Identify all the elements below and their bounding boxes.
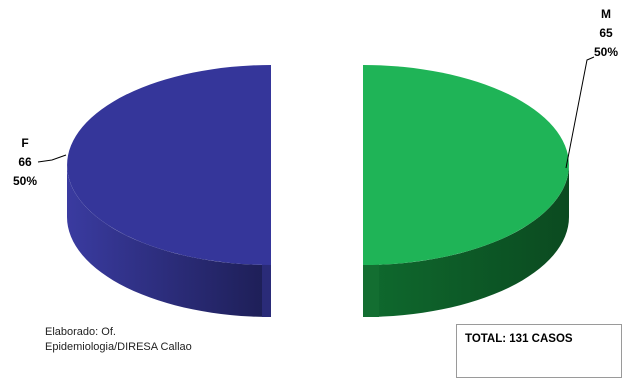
slice-m-top bbox=[363, 65, 569, 265]
credit-line-1: Elaborado: Of. bbox=[45, 326, 116, 338]
pie-chart: M 65 50% F 66 50% bbox=[13, 7, 618, 317]
data-label-m: M 65 50% bbox=[594, 7, 618, 59]
pie-slice-m bbox=[363, 65, 569, 317]
leader-line-f bbox=[37, 154, 67, 163]
label-f-percent: 50% bbox=[13, 174, 37, 188]
label-m-name: M bbox=[601, 7, 611, 21]
source-credit: Elaborado: Of. Epidemiologia/DIRESA Call… bbox=[45, 325, 192, 355]
leader-line-m bbox=[565, 56, 595, 169]
label-f-name: F bbox=[21, 136, 28, 150]
total-cases-text: TOTAL: 131 CASOS bbox=[465, 333, 573, 345]
label-m-count: 65 bbox=[599, 26, 613, 40]
data-label-f: F 66 50% bbox=[13, 136, 37, 188]
credit-line-2: Epidemiologia/DIRESA Callao bbox=[45, 341, 192, 353]
slice-f-side bbox=[67, 165, 271, 317]
label-m-percent: 50% bbox=[594, 45, 618, 59]
slice-f-top bbox=[67, 65, 271, 265]
total-cases-box: TOTAL: 131 CASOS bbox=[456, 324, 622, 378]
pie-slice-f bbox=[67, 65, 271, 317]
label-f-count: 66 bbox=[18, 155, 32, 169]
slice-m-side bbox=[363, 165, 569, 317]
